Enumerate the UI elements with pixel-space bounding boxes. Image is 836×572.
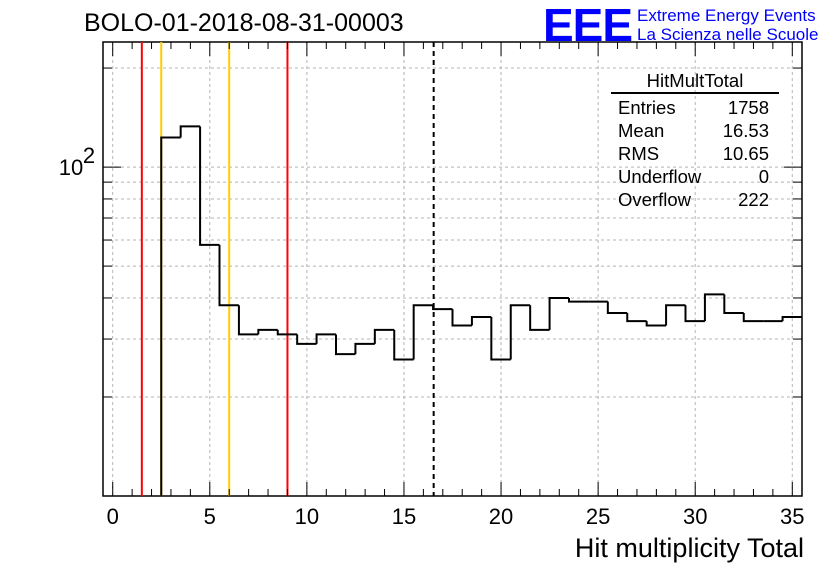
x-axis-title: Hit multiplicity Total xyxy=(574,533,804,563)
stats-row-rms: RMS 10.65 xyxy=(611,142,779,165)
histogram-bin xyxy=(412,304,434,360)
histogram-bin xyxy=(723,294,744,315)
x-tick-label: 15 xyxy=(392,504,416,529)
histogram-bin xyxy=(665,304,686,326)
x-tick-label: 5 xyxy=(204,504,216,529)
plot-title: BOLO-01-2018-08-31-00003 xyxy=(84,9,404,37)
stats-row-overflow: Overflow 222 xyxy=(611,188,779,211)
stats-row-underflow: Underflow 0 xyxy=(611,165,779,188)
histogram-bin xyxy=(315,333,336,344)
eee-logo-line2: La Scienza nelle Scuole xyxy=(637,25,819,44)
histogram-bin xyxy=(684,305,705,323)
stats-value: 222 xyxy=(738,189,769,210)
histogram-bin xyxy=(354,342,375,355)
histogram-bin xyxy=(781,316,802,322)
histogram-bin xyxy=(626,313,647,323)
histogram-bin xyxy=(490,317,511,361)
histogram-bin xyxy=(373,328,395,344)
histogram-bin xyxy=(199,126,220,246)
x-tick-label: 20 xyxy=(489,504,513,529)
x-tick-label: 35 xyxy=(780,504,804,529)
histogram-bin xyxy=(179,125,201,138)
histogram-bin xyxy=(568,297,589,303)
histogram-bin xyxy=(432,305,453,311)
stats-label: RMS xyxy=(618,143,660,164)
histogram-bin xyxy=(548,296,569,330)
histogram-bin xyxy=(742,313,764,323)
histogram-bin xyxy=(160,136,181,496)
histogram-bin xyxy=(257,328,278,335)
histogram-bin xyxy=(470,316,492,326)
histogram-bin xyxy=(606,301,628,315)
stats-value: 1758 xyxy=(727,97,769,118)
stats-label: Underflow xyxy=(618,166,702,187)
x-tick-label: 25 xyxy=(586,504,610,529)
x-tick-label: 10 xyxy=(295,504,319,529)
stats-row-entries: Entries 1758 xyxy=(611,96,779,119)
stats-label: Mean xyxy=(618,120,665,141)
eee-logo-line1: Extreme Energy Events xyxy=(637,6,816,25)
stats-label: Overflow xyxy=(618,189,691,210)
histogram-bin xyxy=(393,329,414,361)
stats-value: 16.53 xyxy=(722,120,769,141)
stats-value: 0 xyxy=(758,166,769,187)
histogram-bin xyxy=(276,329,298,336)
y-tick-label: 10 xyxy=(59,155,83,180)
y-tick-label-exponent: 2 xyxy=(83,143,95,168)
x-tick-label: 0 xyxy=(107,504,119,529)
eee-logo-mark: EEE xyxy=(543,0,633,51)
histogram-bin xyxy=(529,305,550,331)
histogram-bin xyxy=(509,304,531,360)
stats-label: Entries xyxy=(618,97,676,118)
plot-frame xyxy=(102,41,803,497)
stats-row-mean: Mean 16.53 xyxy=(611,119,779,142)
histogram-bin xyxy=(645,321,667,327)
histogram-bin xyxy=(703,293,725,322)
histogram-bin xyxy=(335,334,356,356)
histogram-bin xyxy=(451,309,472,327)
histogram-bin xyxy=(218,244,239,307)
histogram-bin xyxy=(296,334,317,345)
histogram-bin xyxy=(237,305,259,336)
stats-box: HitMultTotal Entries 1758 Mean 16.53 RMS… xyxy=(611,70,779,211)
x-tick-label: 30 xyxy=(683,504,707,529)
stats-value: 10.65 xyxy=(722,143,769,164)
stats-name: HitMultTotal xyxy=(611,70,779,94)
